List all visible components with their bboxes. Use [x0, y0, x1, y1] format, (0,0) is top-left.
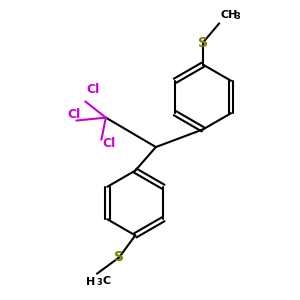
- Text: CH: CH: [221, 10, 238, 20]
- Text: S: S: [114, 250, 124, 265]
- Text: 3: 3: [235, 12, 240, 21]
- Text: Cl: Cl: [102, 137, 116, 150]
- Text: H: H: [86, 277, 95, 287]
- Text: Cl: Cl: [68, 108, 81, 121]
- Text: 3: 3: [96, 278, 102, 287]
- Text: S: S: [198, 35, 208, 50]
- Text: C: C: [102, 276, 110, 286]
- Text: Cl: Cl: [86, 82, 99, 95]
